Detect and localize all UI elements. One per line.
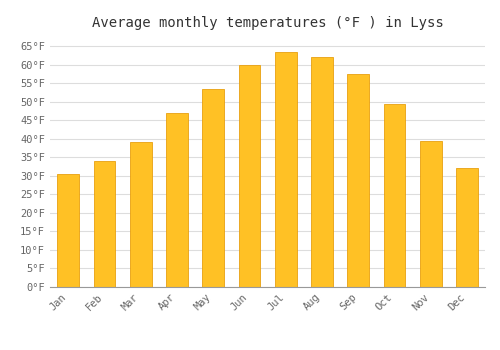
Bar [311,57,333,287]
Bar [94,161,115,287]
Bar [166,113,188,287]
Bar [57,174,79,287]
Bar [202,89,224,287]
Bar [275,52,296,287]
Bar [420,141,442,287]
Bar [456,168,478,287]
Title: Average monthly temperatures (°F ) in Lyss: Average monthly temperatures (°F ) in Ly… [92,16,444,30]
Bar [238,65,260,287]
Bar [384,104,405,287]
Bar [347,74,369,287]
Bar [130,142,152,287]
